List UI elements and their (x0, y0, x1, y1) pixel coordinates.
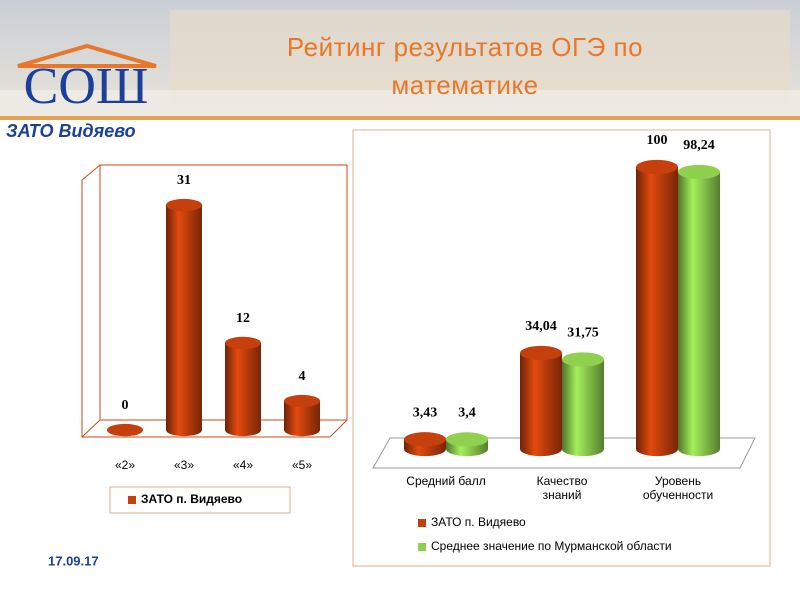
snow (0, 90, 800, 118)
legend-swatch (418, 519, 426, 527)
legend-label: ЗАТО п. Видяево (431, 515, 526, 529)
data-label: 100 (647, 133, 668, 148)
data-label: 0 (122, 398, 129, 413)
bar-body (284, 400, 320, 437)
x-tick-label: Уровень обученности (642, 474, 714, 502)
legend-swatch (128, 496, 136, 504)
category-label-box: «2» (114, 458, 136, 472)
date: 17.09.17 (48, 553, 99, 568)
slide-title: Рейтинг результатов ОГЭ по математике (286, 32, 644, 100)
floor-edge (81, 419, 101, 438)
logo-subtitle: ЗАТО Видяево (6, 121, 136, 141)
logo-roof (17, 43, 157, 68)
bar-top (678, 164, 720, 180)
bar-top (284, 394, 320, 408)
category-label-box: «3» (173, 458, 195, 472)
header-stripe (0, 116, 800, 120)
chart-border (352, 129, 771, 567)
x-tick-label: Средний балл (406, 474, 486, 488)
bar-body (636, 167, 678, 457)
bar-body (166, 205, 202, 437)
x-tick-label: «2» (114, 458, 136, 472)
data-label: 31 (177, 173, 191, 188)
bar-top (446, 432, 488, 447)
data-label: 34,04 (525, 319, 557, 334)
data-label: 4 (299, 369, 306, 384)
bar-body (562, 359, 604, 457)
bar-body (225, 342, 261, 437)
category-label-box: «5» (291, 458, 313, 472)
x-tick-label: Качество знаний (536, 474, 588, 502)
logo: СОШ (24, 58, 149, 115)
data-label: 98,24 (683, 138, 715, 153)
bar-top (636, 159, 678, 175)
legend-label: Среднее значение по Мурманской области (431, 539, 672, 553)
x-tick-label: «5» (291, 458, 313, 472)
data-label: 3,43 (413, 406, 438, 421)
data-label: 31,75 (567, 326, 599, 341)
bar-body (520, 353, 562, 457)
bar-body (678, 171, 720, 457)
bar-top (520, 345, 562, 361)
bar-top (562, 352, 604, 367)
category-label-box: Уровень обученности (642, 474, 714, 502)
category-label-box: «4» (232, 458, 254, 472)
bar-top (404, 432, 446, 447)
category-label-box: Средний балл (406, 474, 486, 488)
category-label-box: Качество знаний (536, 474, 588, 502)
bar-top (107, 423, 143, 437)
bar-top (225, 336, 261, 350)
data-label: 3,4 (458, 406, 476, 421)
legend-swatch (418, 543, 426, 551)
legend-box (109, 486, 291, 514)
bar-top (166, 198, 202, 212)
legend-label: ЗАТО п. Видяево (141, 492, 242, 506)
x-tick-label: «4» (232, 458, 254, 472)
building (170, 10, 790, 105)
x-tick-label: «3» (173, 458, 195, 472)
data-label: 12 (236, 311, 250, 326)
